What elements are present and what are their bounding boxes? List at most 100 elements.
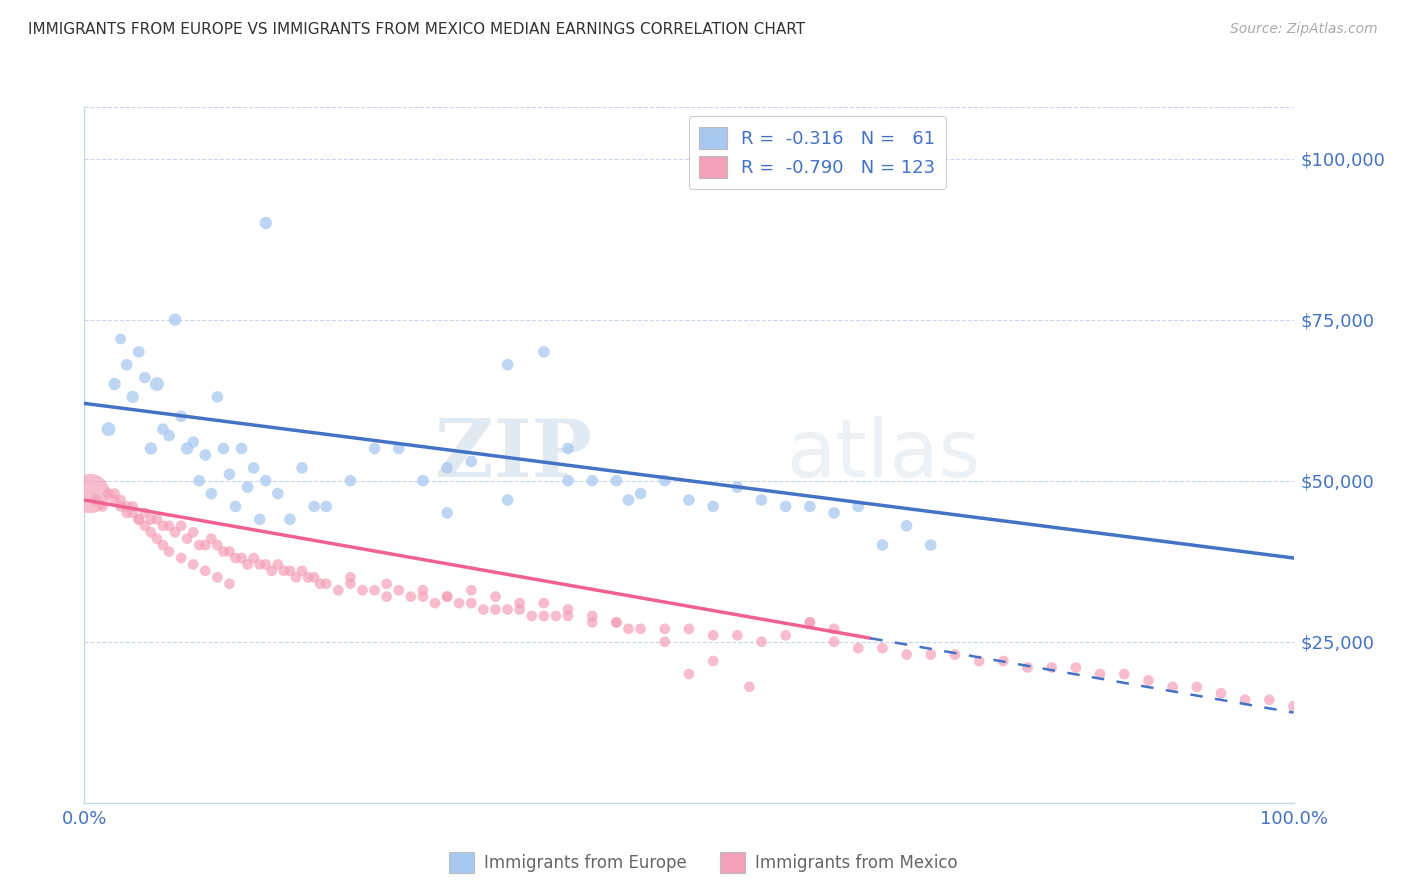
Point [181, 558, 204, 572]
Point [605, 474, 627, 488]
Point [152, 518, 174, 533]
Point [896, 648, 918, 662]
Point [225, 500, 247, 514]
Point [363, 442, 385, 456]
Point [104, 377, 127, 392]
Text: Source: ZipAtlas.com: Source: ZipAtlas.com [1230, 22, 1378, 37]
Point [139, 442, 162, 456]
Point [139, 512, 162, 526]
Point [218, 576, 240, 591]
Point [146, 512, 169, 526]
Point [363, 583, 385, 598]
Point [1185, 680, 1208, 694]
Point [157, 428, 180, 442]
Point [110, 493, 132, 508]
Point [399, 590, 422, 604]
Point [630, 486, 652, 500]
Point [134, 518, 156, 533]
Point [557, 442, 579, 456]
Point [520, 609, 543, 624]
Point [104, 486, 127, 500]
Point [509, 602, 531, 616]
Point [1234, 692, 1257, 706]
Point [872, 641, 894, 656]
Point [799, 615, 821, 630]
Point [1114, 667, 1136, 681]
Point [254, 558, 277, 572]
Point [315, 500, 337, 514]
Point [605, 615, 627, 630]
Point [436, 506, 458, 520]
Point [181, 435, 204, 450]
Point [544, 609, 567, 624]
Point [218, 544, 240, 558]
Point [436, 590, 458, 604]
Point [115, 500, 138, 514]
Point [302, 570, 325, 584]
Legend: R =  -0.316   N =   61, R =  -0.790   N = 123: R = -0.316 N = 61, R = -0.790 N = 123 [689, 116, 946, 189]
Point [509, 596, 531, 610]
Point [194, 538, 217, 552]
Point [165, 525, 187, 540]
Point [115, 358, 138, 372]
Point [225, 551, 247, 566]
Point [678, 493, 700, 508]
Point [260, 564, 283, 578]
Point [702, 654, 724, 668]
Point [254, 474, 277, 488]
Point [1088, 667, 1111, 681]
Point [207, 538, 229, 552]
Point [200, 532, 222, 546]
Point [297, 570, 319, 584]
Point [152, 422, 174, 436]
Point [110, 332, 132, 346]
Point [775, 500, 797, 514]
Legend: Immigrants from Europe, Immigrants from Mexico: Immigrants from Europe, Immigrants from … [441, 846, 965, 880]
Point [423, 596, 446, 610]
Point [799, 500, 821, 514]
Text: atlas: atlas [786, 416, 980, 494]
Point [533, 344, 555, 359]
Point [339, 474, 361, 488]
Point [91, 500, 114, 514]
Text: ZIP: ZIP [436, 416, 592, 494]
Point [654, 634, 676, 648]
Point [188, 474, 211, 488]
Point [702, 500, 724, 514]
Point [460, 583, 482, 598]
Point [484, 602, 506, 616]
Point [449, 596, 471, 610]
Point [273, 564, 295, 578]
Point [212, 442, 235, 456]
Point [557, 609, 579, 624]
Point [146, 532, 169, 546]
Point [557, 602, 579, 616]
Point [920, 648, 942, 662]
Point [993, 654, 1015, 668]
Point [79, 486, 101, 500]
Point [533, 609, 555, 624]
Point [110, 500, 132, 514]
Point [128, 344, 150, 359]
Point [128, 512, 150, 526]
Point [375, 590, 398, 604]
Point [581, 615, 603, 630]
Point [823, 634, 845, 648]
Point [702, 628, 724, 642]
Point [846, 641, 869, 656]
Point [751, 493, 773, 508]
Point [170, 551, 193, 566]
Point [97, 486, 120, 500]
Point [617, 493, 640, 508]
Point [121, 500, 143, 514]
Point [678, 667, 700, 681]
Point [472, 602, 495, 616]
Point [605, 615, 627, 630]
Point [751, 634, 773, 648]
Point [236, 558, 259, 572]
Point [231, 551, 253, 566]
Point [1064, 660, 1087, 674]
Point [533, 596, 555, 610]
Point [496, 602, 519, 616]
Point [278, 564, 301, 578]
